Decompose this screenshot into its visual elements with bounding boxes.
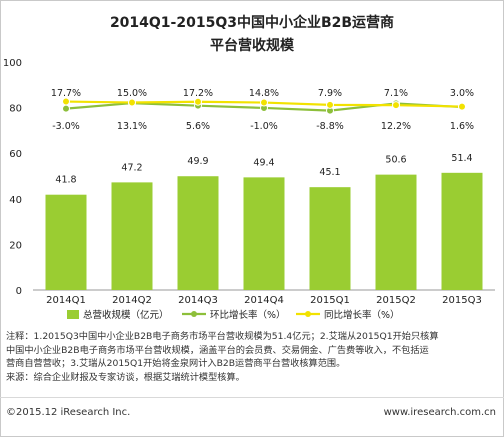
note-line-3: 营商自营营收；3.艾瑞从2015Q1开始将金泉网计入B2B运营商平台营收核算范围… (6, 358, 346, 369)
bar-value-label: 51.4 (451, 153, 472, 164)
bar (111, 182, 153, 290)
y-tick-label: 0 (16, 286, 22, 297)
legend-swatch-bar (67, 310, 79, 319)
y-tick-label: 80 (9, 104, 22, 115)
bar-value-label: 50.6 (385, 155, 406, 166)
legend-label-yoy: 同比增长率（%） (324, 309, 400, 321)
mom-growth-label: -1.0% (250, 121, 278, 132)
bar-value-label: 49.9 (187, 156, 208, 167)
copyright-text: ©2015.12 iResearch Inc. (6, 407, 131, 418)
note-line-2: 中国中小企业B2B电子商务市场平台营收规模，涵盖平台的会员费、交易佣金、广告费等… (6, 344, 429, 356)
mom-growth-point (62, 104, 70, 113)
bar (243, 177, 285, 290)
x-tick-label: 2014Q1 (46, 295, 86, 306)
chart-svg: 0 20 40 60 80 100 41.8 47.2 49.9 49.4 45.1 50.6 51.… (3, 58, 495, 321)
y-tick-label: 40 (9, 195, 22, 206)
bar (375, 174, 417, 290)
y-tick-label: 20 (9, 240, 22, 251)
x-tick-label: 2015Q2 (376, 295, 416, 306)
mom-growth-label: -3.0% (52, 121, 80, 132)
yoy-growth-point (458, 102, 466, 111)
y-tick-label: 60 (9, 149, 22, 160)
yoy-growth-point (392, 101, 400, 110)
mom-growth-label: 12.2% (381, 121, 411, 132)
legend-label-bar: 总营收规模（亿元） (83, 309, 169, 321)
note-line-1: 注释：1.2015Q3中国中小企业B2B电子商务市场平台营收规模为51.4亿元；… (6, 331, 439, 342)
mom-growth-label: 13.1% (117, 121, 147, 132)
yoy-growth-label: 7.9% (318, 88, 342, 99)
yoy-growth-label: 17.2% (183, 88, 213, 99)
legend-label-mom: 环比增长率（%） (210, 309, 286, 321)
chart-notes: 注释：1.2015Q3中国中小企业B2B电子商务市场平台营收规模为51.4亿元；… (6, 330, 500, 384)
yoy-growth-point (128, 98, 136, 107)
bar-value-label: 41.8 (55, 175, 76, 186)
x-tick-label: 2015Q1 (310, 295, 350, 306)
bar-value-label: 45.1 (319, 167, 340, 178)
yoy-growth-point (62, 97, 70, 106)
yoy-growth-point (260, 98, 268, 107)
yoy-growth-label: 17.7% (51, 88, 81, 99)
yoy-growth-label: 3.0% (450, 88, 474, 99)
yoy-growth-point (194, 97, 202, 106)
x-tick-label: 2014Q4 (244, 295, 284, 306)
yoy-growth-label: 15.0% (117, 88, 147, 99)
legend-marker-mom (191, 311, 197, 317)
mom-growth-label: -8.8% (316, 121, 344, 132)
mom-growth-label: 5.6% (186, 121, 210, 132)
bar (309, 187, 351, 290)
chart-title-line1: 2014Q1-2015Q3中国中小企业B2B运营商 (109, 15, 395, 31)
yoy-growth-label: 7.1% (384, 88, 408, 99)
chart-title-line2: 平台营收规模 (210, 38, 294, 54)
x-tick-label: 2014Q2 (112, 295, 152, 306)
footer-divider (0, 397, 504, 398)
y-tick-label: 100 (3, 58, 22, 69)
yoy-growth-label: 14.8% (249, 88, 279, 99)
bar (45, 194, 87, 290)
source-line: 来源：综合企业财报及专家访谈，根据艾瑞统计模型核算。 (6, 371, 245, 383)
mom-growth-label: 1.6% (450, 121, 474, 132)
legend-marker-yoy (305, 311, 311, 317)
bar-value-label: 49.4 (253, 157, 274, 168)
bar (177, 176, 219, 290)
x-tick-label: 2015Q3 (442, 295, 482, 306)
bar-value-label: 47.2 (121, 162, 142, 173)
website-link[interactable]: www.iresearch.com.cn (383, 407, 496, 418)
x-tick-label: 2014Q3 (178, 295, 218, 306)
bar (441, 172, 483, 290)
yoy-growth-point (326, 100, 334, 109)
